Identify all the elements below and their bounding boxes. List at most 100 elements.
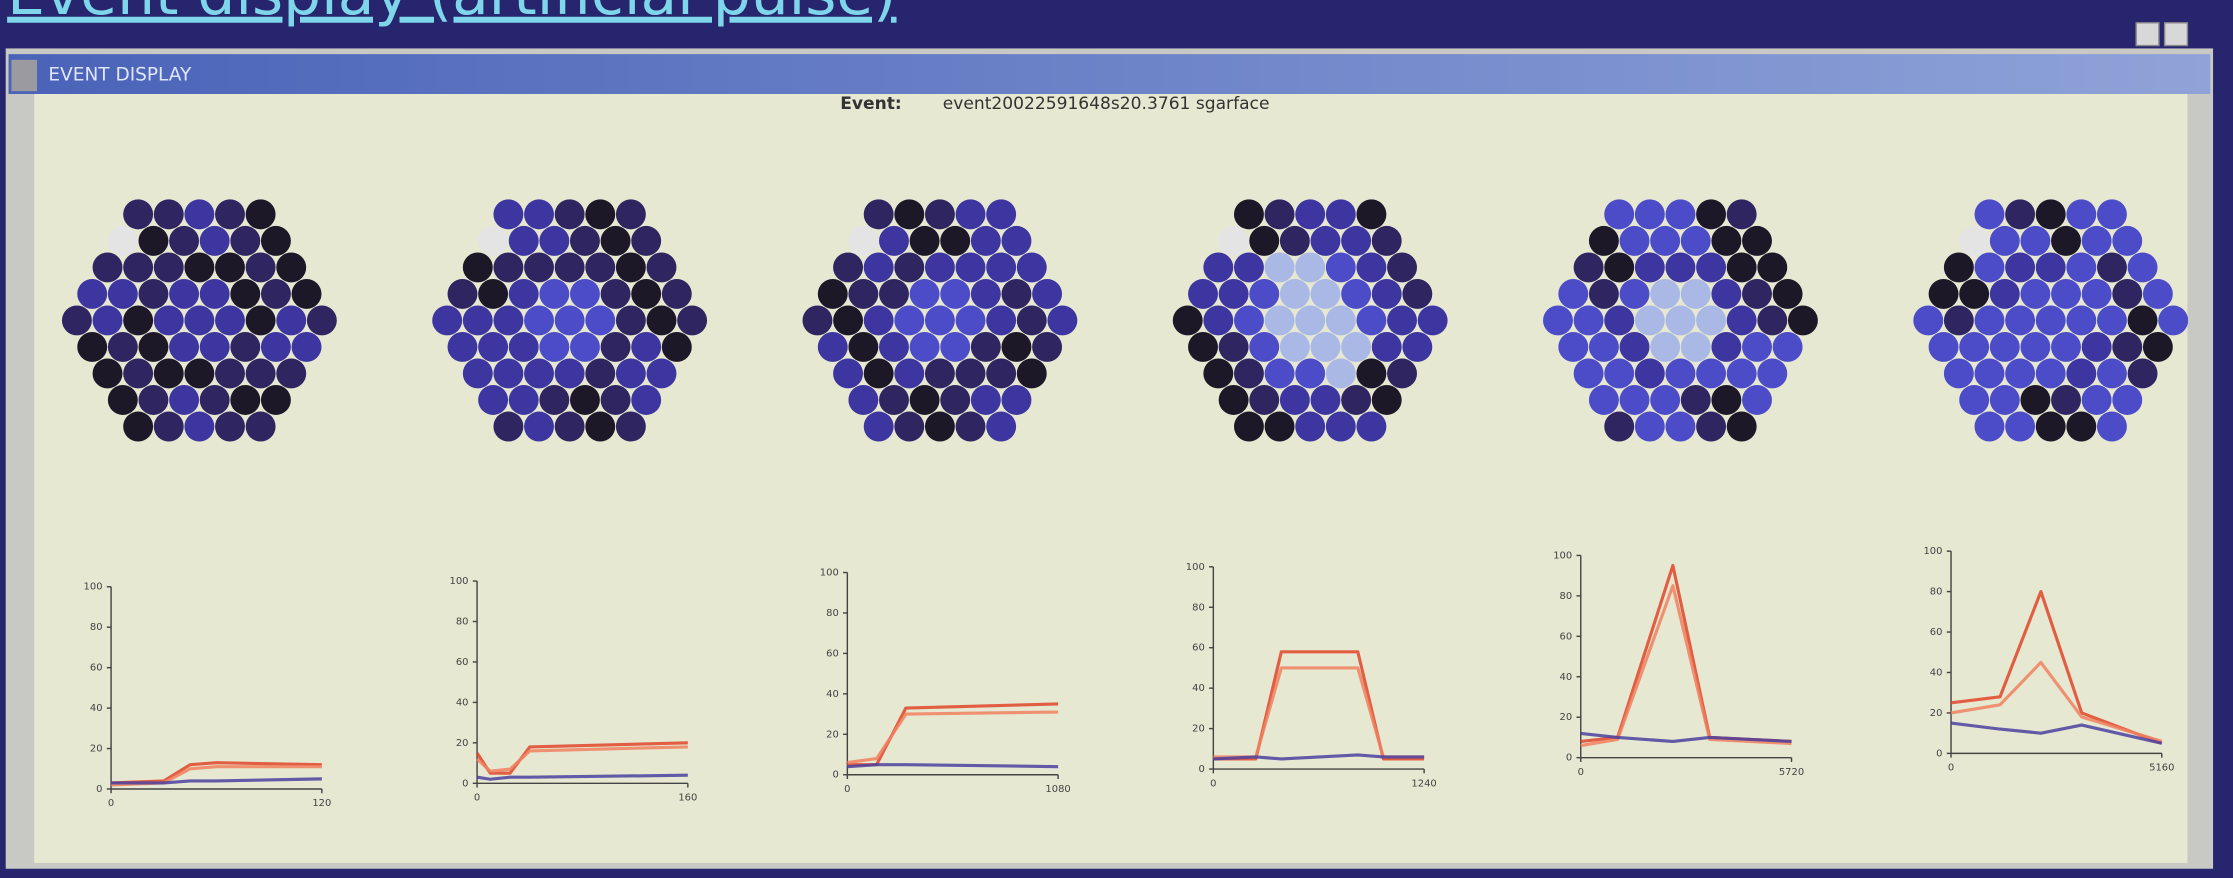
pmt [463, 359, 493, 389]
pmt [1326, 199, 1356, 229]
pmt [1944, 305, 1974, 335]
pmt [1311, 332, 1341, 362]
pmt [1356, 359, 1386, 389]
pmt [2143, 332, 2173, 362]
pmt [215, 359, 245, 389]
pmt [1990, 226, 2020, 256]
pmt [833, 252, 863, 282]
pmt [879, 226, 909, 256]
pmt [448, 279, 478, 309]
pmt [1681, 279, 1711, 309]
pmt [1944, 252, 1974, 282]
y-tick-label: 0 [462, 778, 468, 789]
pmt [2036, 252, 2066, 282]
pmt [1650, 279, 1680, 309]
pmt [1341, 332, 1371, 362]
pmt [184, 199, 214, 229]
pmt [570, 279, 600, 309]
y-tick-label: 20 [1930, 708, 1943, 719]
pmt [925, 359, 955, 389]
pmt [154, 199, 184, 229]
pmt [1249, 279, 1279, 309]
pmt [493, 359, 523, 389]
pmt [818, 332, 848, 362]
pmt [93, 252, 123, 282]
pmt [956, 359, 986, 389]
pmt [1727, 359, 1757, 389]
pmt [647, 305, 677, 335]
pmt [509, 226, 539, 256]
pmt [1280, 279, 1310, 309]
pmt [848, 332, 878, 362]
pmt [1234, 305, 1264, 335]
pmt [215, 252, 245, 282]
pmt [493, 199, 523, 229]
slide-title: Event display (artificial pulse) [7, 0, 896, 29]
pmt [925, 305, 955, 335]
pmt [1959, 332, 1989, 362]
pmt [123, 359, 153, 389]
pmt [585, 252, 615, 282]
pmt [1696, 412, 1726, 442]
pmt [585, 199, 615, 229]
pmt [647, 359, 677, 389]
pmt [138, 385, 168, 415]
title-bar [9, 54, 2211, 94]
minimize-button[interactable] [2136, 23, 2159, 46]
pmt [1387, 305, 1417, 335]
pmt [184, 359, 214, 389]
pmt [864, 305, 894, 335]
pmt [123, 199, 153, 229]
pmt [616, 199, 646, 229]
pmt [986, 199, 1016, 229]
pmt [631, 332, 661, 362]
pmt [2020, 226, 2050, 256]
pmt [585, 412, 615, 442]
pmt [478, 385, 508, 415]
pmt [108, 385, 138, 415]
pmt [662, 332, 692, 362]
pmt [601, 279, 631, 309]
pmt [2051, 226, 2081, 256]
pmt [154, 305, 184, 335]
pmt [230, 385, 260, 415]
x-tick-label: 0 [1948, 763, 1954, 774]
pmt [123, 305, 153, 335]
pmt [524, 412, 554, 442]
pmt [276, 305, 306, 335]
pmt [478, 226, 508, 256]
pmt [1558, 332, 1588, 362]
pmt [108, 332, 138, 362]
pmt [986, 412, 1016, 442]
pmt [1234, 252, 1264, 282]
pmt [925, 412, 955, 442]
pmt [1295, 412, 1325, 442]
x-tick-label: 120 [312, 798, 331, 809]
y-tick-label: 20 [1192, 724, 1205, 735]
pmt [524, 305, 554, 335]
pmt [1032, 279, 1062, 309]
pmt [1219, 332, 1249, 362]
pmt [631, 279, 661, 309]
pmt [1757, 305, 1787, 335]
maximize-button[interactable] [2165, 23, 2188, 46]
pmt [1788, 305, 1818, 335]
pmt [2082, 279, 2112, 309]
pmt [184, 305, 214, 335]
pmt [509, 385, 539, 415]
pmt [1990, 279, 2020, 309]
pmt [1372, 279, 1402, 309]
pmt [555, 412, 585, 442]
pmt [1387, 252, 1417, 282]
pmt [77, 332, 107, 362]
pmt [1711, 332, 1741, 362]
pmt [169, 226, 199, 256]
pmt [601, 226, 631, 256]
pmt [833, 305, 863, 335]
y-tick-label: 40 [1192, 683, 1205, 694]
pmt [138, 279, 168, 309]
pmt [1696, 252, 1726, 282]
pmt [1604, 359, 1634, 389]
pmt [2112, 279, 2142, 309]
pmt [848, 226, 878, 256]
